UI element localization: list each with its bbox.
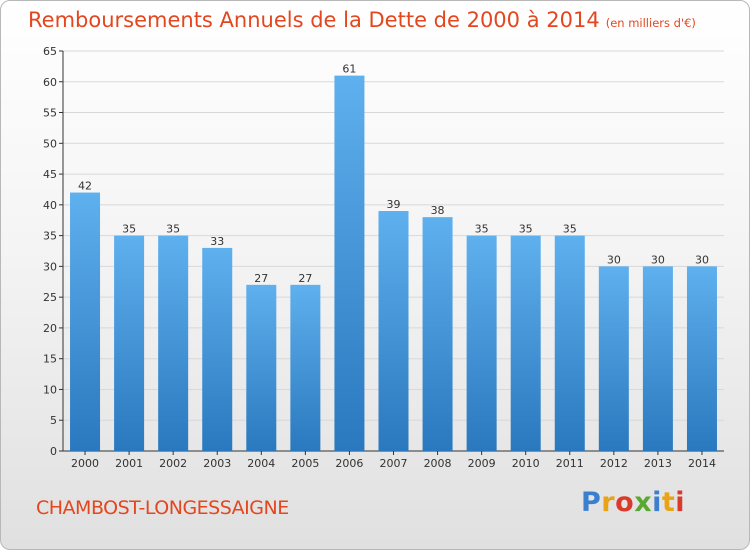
data-label: 35 xyxy=(166,223,180,236)
x-tick-label: 2013 xyxy=(644,457,672,470)
commune-name: CHAMBOST-LONGESSAIGNE xyxy=(36,497,289,519)
data-label: 35 xyxy=(122,223,136,236)
logo-letter: i xyxy=(652,487,662,518)
x-tick-label: 2000 xyxy=(71,457,99,470)
data-label: 39 xyxy=(387,198,401,211)
x-tick-label: 2008 xyxy=(424,457,452,470)
y-tick-label: 20 xyxy=(43,322,57,335)
bar xyxy=(158,235,189,451)
logo-letter: x xyxy=(634,487,653,518)
y-tick-label: 65 xyxy=(43,45,57,58)
bar xyxy=(378,211,409,451)
chart-title-text: Remboursements Annuels de la Dette de 20… xyxy=(28,8,600,32)
chart-title: Remboursements Annuels de la Dette de 20… xyxy=(28,8,696,32)
logo-letter: o xyxy=(615,487,635,518)
y-tick-label: 55 xyxy=(43,107,57,120)
x-tick-label: 2010 xyxy=(512,457,540,470)
data-label: 30 xyxy=(651,253,665,266)
data-label: 42 xyxy=(78,180,92,193)
data-label: 61 xyxy=(342,63,356,76)
x-tick-label: 2007 xyxy=(380,457,408,470)
y-tick-label: 60 xyxy=(43,76,57,89)
x-tick-label: 2014 xyxy=(688,457,716,470)
y-tick-label: 35 xyxy=(43,230,57,243)
bar xyxy=(290,284,321,451)
data-label: 35 xyxy=(519,223,533,236)
data-label: 38 xyxy=(431,204,445,217)
y-tick-label: 50 xyxy=(43,137,57,150)
data-label: 27 xyxy=(298,272,312,285)
logo-letter: P xyxy=(581,487,602,518)
bar xyxy=(114,235,145,451)
x-tick-label: 2011 xyxy=(556,457,584,470)
logo-letter: t xyxy=(661,487,676,518)
x-tick-label: 2012 xyxy=(600,457,628,470)
x-tick-label: 2002 xyxy=(159,457,187,470)
x-tick-label: 2003 xyxy=(203,457,231,470)
y-tick-label: 30 xyxy=(43,260,57,273)
data-label: 30 xyxy=(695,253,709,266)
x-tick-label: 2006 xyxy=(335,457,363,470)
bar xyxy=(422,217,453,451)
bar xyxy=(554,235,585,451)
x-tick-label: 2009 xyxy=(468,457,496,470)
logo-letter: i xyxy=(675,487,686,518)
bar xyxy=(334,75,365,451)
bar xyxy=(598,266,629,451)
data-label: 27 xyxy=(254,272,268,285)
data-label: 33 xyxy=(210,235,224,248)
y-tick-label: 5 xyxy=(50,414,57,427)
data-label: 30 xyxy=(607,253,621,266)
y-tick-label: 0 xyxy=(50,445,57,458)
bar xyxy=(510,235,541,451)
y-tick-label: 25 xyxy=(43,291,57,304)
x-tick-label: 2005 xyxy=(291,457,319,470)
bar xyxy=(686,266,717,451)
y-tick-label: 45 xyxy=(43,168,57,181)
x-tick-label: 2004 xyxy=(247,457,275,470)
proxiti-logo: Proxiti xyxy=(581,487,685,518)
bar xyxy=(70,192,101,452)
logo-letter: r xyxy=(601,487,616,518)
x-tick-label: 2001 xyxy=(115,457,143,470)
y-tick-label: 15 xyxy=(43,353,57,366)
bar xyxy=(642,266,673,451)
bar xyxy=(202,247,233,451)
chart-unit: (en milliers d'€) xyxy=(605,16,696,30)
data-label: 35 xyxy=(475,223,489,236)
y-tick-label: 10 xyxy=(43,383,57,396)
bar xyxy=(246,284,277,451)
data-label: 35 xyxy=(563,223,577,236)
y-tick-label: 40 xyxy=(43,199,57,212)
bar xyxy=(466,235,497,451)
